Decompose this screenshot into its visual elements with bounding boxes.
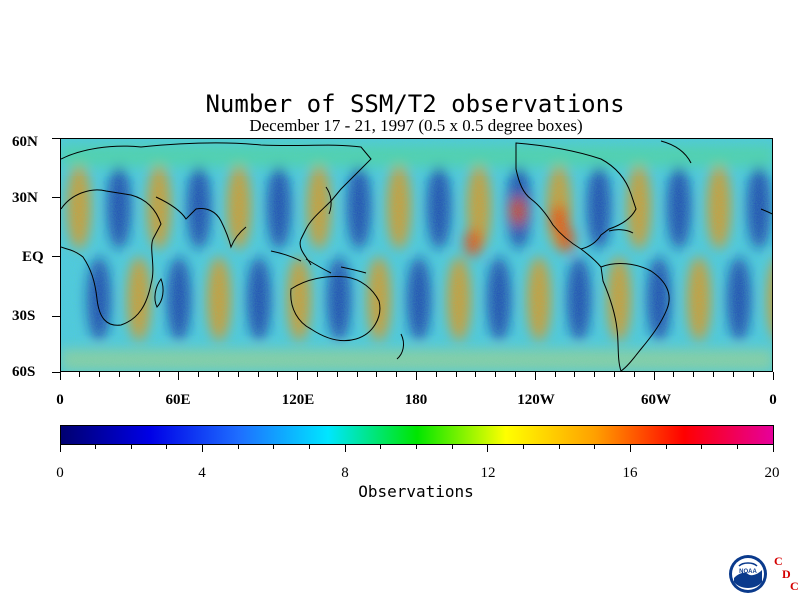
longitude-tick-mark <box>99 372 101 377</box>
longitude-tick-mark <box>574 372 576 377</box>
longitude-tick-mark <box>118 372 120 377</box>
latitude-tick-mark <box>52 196 60 198</box>
longitude-tick-mark <box>534 372 536 380</box>
longitude-tick-mark <box>495 372 497 377</box>
longitude-tick-mark <box>713 372 715 377</box>
colorbar-tick-mark <box>309 445 311 449</box>
lat-label-30s: 30S <box>12 308 36 324</box>
colorbar-tick-mark <box>701 445 703 449</box>
colorbar-title: Observations <box>358 482 474 501</box>
noaa-text: NOAA <box>739 569 757 575</box>
map-subtitle: December 17 - 21, 1997 (0.5 x 0.5 degree… <box>249 116 583 135</box>
lon-label-60e: 60E <box>165 392 191 408</box>
colorbar-tick-label: 16 <box>622 465 638 481</box>
longitude-tick-mark <box>633 372 635 377</box>
longitude-tick-mark <box>475 372 477 377</box>
noaa-cdc-logo: NOAA C D C <box>728 552 799 597</box>
latitude-tick-mark <box>52 371 60 373</box>
longitude-tick-mark <box>396 372 398 377</box>
colorbar-tick-mark <box>59 445 61 452</box>
longitude-tick-mark <box>732 372 734 377</box>
longitude-tick-mark <box>693 372 695 377</box>
colorbar-tick-mark <box>202 445 204 452</box>
colorbar-tick-mark <box>487 445 489 452</box>
colorbar-tick-mark <box>344 445 346 452</box>
logo-letter-c1: C <box>774 554 783 568</box>
lon-label-0-west-edge: 0 <box>56 392 64 408</box>
longitude-tick-mark <box>59 372 61 380</box>
colorbar-tick-label: 0 <box>56 465 64 481</box>
lat-label-60n: 60N <box>12 134 38 150</box>
longitude-tick-mark <box>316 372 318 377</box>
colorbar-tick-mark <box>273 445 275 449</box>
colorbar-tick-label: 4 <box>198 465 206 481</box>
longitude-tick-mark <box>257 372 259 377</box>
lon-label-120e: 120E <box>281 392 315 408</box>
longitude-tick-mark <box>178 372 180 380</box>
longitude-tick-mark <box>138 372 140 377</box>
colorbar-tick-mark <box>558 445 560 449</box>
colorbar-tick-mark <box>665 445 667 449</box>
map-title: Number of SSM/T2 observations <box>205 90 625 118</box>
lon-label-60w: 60W <box>641 392 671 408</box>
longitude-tick-mark <box>237 372 239 377</box>
colorbar-tick-mark <box>416 445 417 449</box>
colorbar-tick-mark <box>237 445 239 449</box>
colorbar-tick-label: 8 <box>341 465 349 481</box>
longitude-tick-mark <box>376 372 378 377</box>
latitude-tick-mark <box>52 315 60 317</box>
colorbar-tick-mark <box>95 445 97 449</box>
lon-label-120w: 120W <box>517 392 555 408</box>
longitude-tick-mark <box>336 372 338 377</box>
lon-label-180: 180 <box>404 392 428 408</box>
longitude-tick-mark <box>772 372 774 380</box>
lat-label-60s: 60S <box>12 364 36 380</box>
longitude-tick-mark <box>554 372 556 377</box>
colorbar-tick-mark <box>736 445 738 449</box>
noaa-emblem-icon: NOAA C D C <box>729 554 799 593</box>
colorbar-tick-mark <box>772 445 774 452</box>
colorbar-tick-mark <box>629 445 631 452</box>
longitude-tick-mark <box>297 372 299 380</box>
colorbar-tick-label: 20 <box>764 465 780 481</box>
observation-map <box>60 138 773 372</box>
colorbar-tick-mark <box>594 445 596 449</box>
coastlines <box>61 140 772 371</box>
lon-label-0-east-edge: 0 <box>769 392 777 408</box>
colorbar-tick-mark <box>522 445 524 449</box>
longitude-tick-mark <box>435 372 437 377</box>
longitude-tick-mark <box>217 372 219 377</box>
longitude-tick-mark <box>277 372 279 377</box>
logo-letter-c2: C <box>790 579 798 593</box>
logo-letter-d: D <box>782 567 791 581</box>
longitude-tick-mark <box>356 372 358 377</box>
latitude-tick-mark <box>52 255 60 257</box>
observation-field <box>61 139 772 371</box>
longitude-tick-mark <box>79 372 81 377</box>
lat-label-eq: EQ <box>22 249 44 265</box>
longitude-tick-mark <box>673 372 675 377</box>
colorbar-tick-mark <box>380 445 382 449</box>
longitude-tick-mark <box>158 372 160 377</box>
longitude-tick-mark <box>653 372 655 380</box>
colorbar-tick-mark <box>130 445 132 449</box>
colorbar-tick-label: 12 <box>480 465 496 481</box>
longitude-tick-mark <box>752 372 754 377</box>
longitude-tick-mark <box>416 372 417 380</box>
longitude-tick-mark <box>594 372 596 377</box>
longitude-tick-mark <box>198 372 200 377</box>
colorbar-tick-mark <box>166 445 168 449</box>
longitude-tick-mark <box>455 372 457 377</box>
latitude-tick-mark <box>52 137 60 139</box>
speckle-texture <box>61 139 772 371</box>
colorbar-tick-mark <box>451 445 453 449</box>
longitude-tick-mark <box>614 372 616 377</box>
lat-label-30n: 30N <box>12 190 38 206</box>
colorbar <box>60 425 774 445</box>
longitude-tick-mark <box>515 372 517 377</box>
